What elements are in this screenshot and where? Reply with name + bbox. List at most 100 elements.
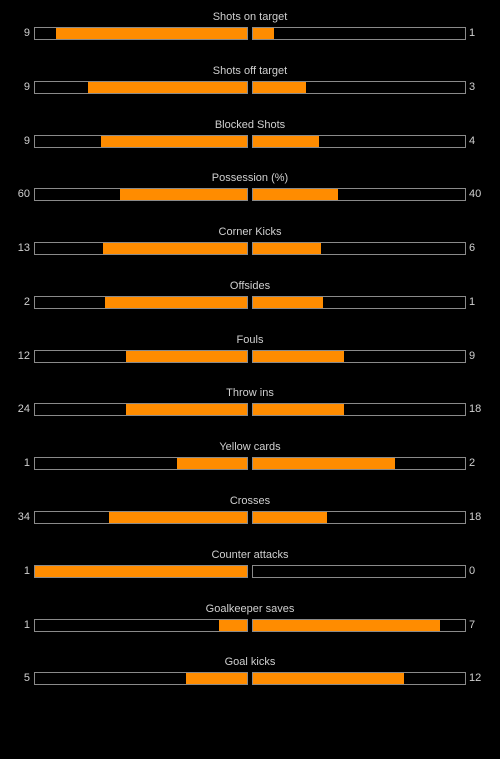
away-bar (252, 135, 466, 148)
stat-row-corner-kicks: Corner Kicks 13 6 (0, 221, 500, 257)
home-bar (34, 565, 248, 578)
away-bar-fill (253, 673, 404, 684)
home-bar (34, 403, 248, 416)
stat-label: Fouls (236, 334, 264, 346)
stat-label: Yellow cards (219, 441, 281, 453)
home-bar (34, 242, 248, 255)
home-value: 1 (23, 457, 30, 469)
home-bar-fill (100, 136, 247, 147)
away-bar (252, 27, 466, 40)
stat-row-blocked-shots: Blocked Shots 9 4 (0, 114, 500, 150)
home-value: 1 (23, 565, 30, 577)
stat-row-crosses: Crosses 34 18 (0, 490, 500, 526)
away-value: 9 (469, 350, 476, 362)
home-bar-fill (185, 673, 247, 684)
home-value: 1 (23, 619, 30, 631)
stat-label: Shots off target (212, 65, 288, 77)
stat-row-goalkeeper-saves: Goalkeeper saves 1 7 (0, 598, 500, 634)
home-bar (34, 672, 248, 685)
away-bar (252, 565, 466, 578)
home-bar-fill (56, 28, 247, 39)
home-value: 9 (23, 135, 30, 147)
away-value: 3 (469, 81, 476, 93)
stat-row-offsides: Offsides 2 1 (0, 275, 500, 311)
away-bar (252, 672, 466, 685)
home-value: 34 (17, 511, 30, 523)
home-value: 9 (23, 81, 30, 93)
away-value: 1 (469, 27, 476, 39)
away-bar-fill (253, 297, 323, 308)
home-bar (34, 135, 248, 148)
home-bar-fill (126, 404, 247, 415)
away-bar-fill (253, 28, 275, 39)
away-value: 40 (469, 188, 482, 200)
home-bar (34, 27, 248, 40)
home-bar-fill (126, 351, 247, 362)
stat-label: Corner Kicks (218, 226, 282, 238)
away-value: 4 (469, 135, 476, 147)
home-bar-fill (177, 458, 247, 469)
stat-label: Throw ins (226, 387, 274, 399)
away-bar-fill (253, 243, 321, 254)
away-value: 7 (469, 619, 476, 631)
home-value: 9 (23, 27, 30, 39)
home-bar-fill (119, 189, 247, 200)
home-bar (34, 457, 248, 470)
stat-row-fouls: Fouls 12 9 (0, 329, 500, 365)
away-bar (252, 350, 466, 363)
home-bar (34, 619, 248, 632)
home-bar-fill (88, 82, 247, 93)
stat-label: Counter attacks (211, 549, 289, 561)
home-bar (34, 511, 248, 524)
away-bar (252, 403, 466, 416)
away-value: 1 (469, 296, 476, 308)
away-bar (252, 457, 466, 470)
away-value: 6 (469, 242, 476, 254)
home-bar-fill (102, 243, 247, 254)
stat-row-throw-ins: Throw ins 24 18 (0, 382, 500, 418)
away-value: 0 (469, 565, 476, 577)
away-bar-fill (253, 189, 338, 200)
stat-row-possession: Possession (%) 60 40 (0, 167, 500, 203)
home-bar (34, 188, 248, 201)
stat-row-goal-kicks: Goal kicks 5 12 (0, 651, 500, 687)
stat-label: Offsides (229, 280, 271, 292)
stat-label: Goal kicks (224, 656, 276, 668)
away-bar-fill (253, 351, 345, 362)
stat-row-yellow-cards: Yellow cards 1 2 (0, 436, 500, 472)
away-value: 2 (469, 457, 476, 469)
stat-label: Crosses (229, 495, 271, 507)
stat-label: Goalkeeper saves (205, 603, 295, 615)
away-bar (252, 242, 466, 255)
home-bar-fill (104, 297, 247, 308)
stat-label: Shots on target (212, 11, 288, 23)
stat-row-counter-attacks: Counter attacks 1 0 (0, 544, 500, 580)
away-value: 18 (469, 403, 482, 415)
stat-row-shots-off-target: Shots off target 9 3 (0, 60, 500, 96)
home-bar (34, 81, 248, 94)
away-bar-fill (253, 136, 319, 147)
home-bar-fill (35, 566, 247, 577)
home-value: 60 (17, 188, 30, 200)
stat-label: Possession (%) (211, 172, 289, 184)
home-bar-fill (109, 512, 247, 523)
away-value: 12 (469, 672, 482, 684)
home-value: 13 (17, 242, 30, 254)
away-bar (252, 81, 466, 94)
stat-label: Blocked Shots (214, 119, 286, 131)
away-bar-fill (253, 620, 440, 631)
away-bar-fill (253, 512, 328, 523)
home-bar (34, 296, 248, 309)
away-bar-fill (253, 404, 345, 415)
home-value: 5 (23, 672, 30, 684)
home-value: 2 (23, 296, 30, 308)
stat-row-shots-on-target: Shots on target 9 1 (0, 6, 500, 42)
home-value: 24 (17, 403, 30, 415)
away-bar (252, 619, 466, 632)
away-value: 18 (469, 511, 482, 523)
home-bar (34, 350, 248, 363)
home-bar-fill (219, 620, 247, 631)
away-bar (252, 296, 466, 309)
away-bar-fill (253, 82, 306, 93)
